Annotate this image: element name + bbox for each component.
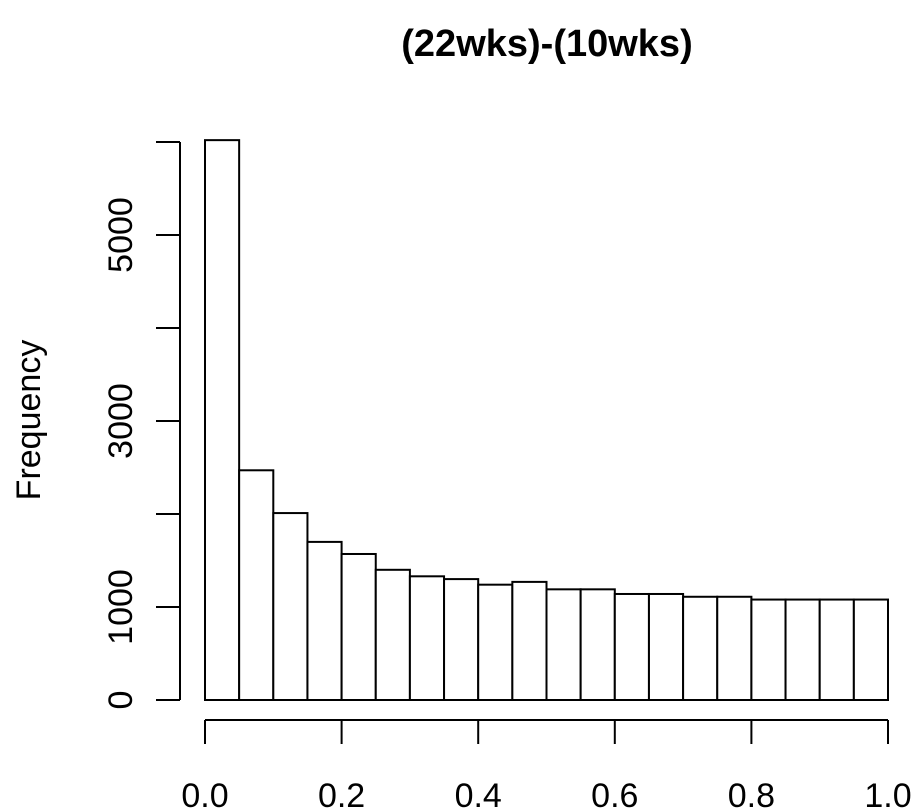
histogram-bar [579, 588, 616, 702]
histogram-bar [682, 595, 719, 702]
x-tick-label: 0.6 [591, 777, 638, 809]
x-tick-label: 0.0 [181, 777, 228, 809]
y-tick-label: 0 [102, 691, 140, 710]
histogram-bar [545, 588, 582, 702]
histogram-bar [272, 512, 309, 701]
x-tick-label: 1.0 [864, 777, 911, 809]
x-tick-label: 0.4 [455, 777, 502, 809]
histogram-bar [818, 598, 855, 701]
histogram-bar [716, 595, 753, 702]
histogram-bar [784, 598, 821, 701]
histogram-bar [204, 139, 241, 701]
histogram-bar [306, 540, 343, 702]
bars-group [204, 139, 889, 702]
y-tick-label: 3000 [102, 383, 140, 459]
histogram-bar [408, 575, 446, 701]
histogram-bar [340, 552, 377, 701]
histogram-bar [750, 598, 787, 701]
histogram-bar [647, 592, 685, 701]
y-tick-label: 1000 [102, 569, 140, 645]
histogram-bar [613, 592, 650, 701]
x-axis: 0.0 0.2 0.4 0.6 0.8 1.0 [181, 719, 912, 809]
chart-title: (22wks)-(10wks) [401, 23, 692, 65]
histogram-bar [374, 568, 411, 701]
histogram-bar [852, 598, 889, 701]
histogram-bar [477, 583, 514, 701]
x-tick-label: 0.2 [318, 777, 365, 809]
histogram-bar [443, 578, 480, 701]
x-tick-label: 0.8 [728, 777, 775, 809]
y-axis-label: Frequency [10, 340, 48, 501]
y-tick-label: 5000 [102, 197, 140, 273]
histogram-bar [238, 469, 275, 702]
y-axis: 0 1000 3000 5000 [102, 141, 181, 710]
histogram-bar [511, 580, 548, 702]
